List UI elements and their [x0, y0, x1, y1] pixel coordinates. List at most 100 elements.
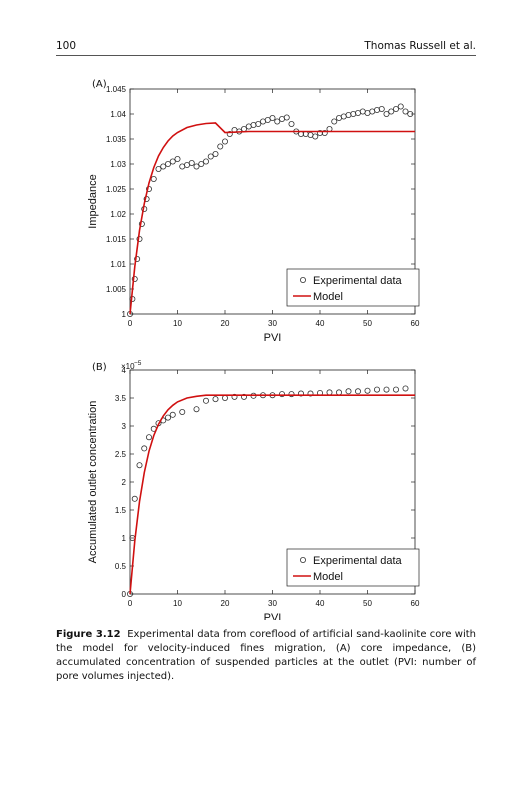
model-line: [129, 394, 415, 595]
y-axis-label: Impedance: [87, 174, 99, 228]
x-tick-label: 50: [363, 319, 372, 328]
data-point: [164, 160, 171, 167]
y-tick-label: 3.5: [115, 394, 127, 403]
data-point: [193, 406, 200, 413]
data-point: [136, 462, 143, 469]
y-tick-label: 1: [122, 310, 127, 319]
x-tick-label: 40: [316, 599, 325, 608]
y-tick-label: 1.025: [106, 185, 127, 194]
y-tick-label: 1.04: [110, 110, 126, 119]
y-tick-label: 4: [122, 366, 127, 375]
x-tick-label: 50: [363, 599, 372, 608]
data-point: [212, 150, 219, 157]
data-point: [250, 122, 257, 129]
data-point: [221, 394, 228, 401]
y-tick-label: 1.005: [106, 285, 127, 294]
data-point: [169, 411, 176, 418]
data-point: [212, 396, 219, 403]
y-tick-label: 1.01: [110, 260, 126, 269]
data-point: [288, 121, 295, 128]
data-point: [150, 175, 157, 182]
running-head: 100 Thomas Russell et al.: [56, 40, 476, 56]
legend: Experimental data Model: [286, 548, 420, 587]
data-point: [240, 126, 247, 133]
data-point: [202, 397, 209, 404]
data-point: [407, 111, 414, 118]
data-point: [278, 391, 285, 398]
x-tick-label: 40: [316, 319, 325, 328]
figure: 0 10 20 30 40 50 6011.0051.011.0151.021.0251.0…: [87, 85, 420, 620]
data-point: [160, 163, 167, 170]
legend-marker-experimental: [299, 276, 306, 283]
x-tick-label: 10: [173, 319, 182, 328]
x-tick-label: 10: [173, 599, 182, 608]
y-axis-multiplier-exponent: −5: [134, 360, 142, 367]
legend-label-experimental: Experimental data: [313, 555, 403, 567]
panel-label-a: (A): [92, 79, 107, 90]
data-point: [193, 163, 200, 170]
data-point: [316, 129, 323, 136]
data-point: [307, 390, 314, 397]
legend-box: [286, 548, 420, 587]
data-point: [141, 445, 148, 452]
data-point: [373, 107, 380, 114]
experimental-series: [127, 103, 414, 317]
legend-label-model: Model: [313, 291, 343, 303]
data-point: [269, 115, 276, 122]
data-point: [373, 386, 380, 393]
data-point: [383, 386, 390, 393]
data-point: [174, 155, 181, 162]
data-point: [155, 165, 162, 172]
data-point: [321, 129, 328, 136]
data-point: [397, 103, 404, 110]
data-point: [274, 118, 281, 125]
data-point: [388, 108, 395, 115]
data-point: [231, 393, 238, 400]
x-tick-label: 30: [268, 599, 277, 608]
experimental-series: [127, 385, 409, 598]
y-tick-label: 2: [122, 478, 127, 487]
y-tick-label: 1.015: [106, 235, 127, 244]
data-point: [255, 121, 262, 128]
y-tick-label: 2.5: [115, 450, 127, 459]
y-tick-label: 1: [122, 534, 127, 543]
data-point: [331, 118, 338, 125]
figure-caption: Figure 3.12 Experimental data from coref…: [56, 628, 476, 684]
data-point: [217, 143, 224, 150]
y-axis-multiplier: ×10: [121, 362, 135, 371]
data-point: [288, 391, 295, 398]
data-point: [350, 111, 357, 118]
header-rule: [56, 55, 476, 56]
x-tick-label: 30: [268, 319, 277, 328]
x-tick-label: 20: [221, 319, 230, 328]
x-axis-label: PVI: [264, 332, 282, 344]
y-tick-label: 0.5: [115, 562, 127, 571]
y-tick-label: 1.045: [106, 85, 127, 94]
x-tick-label: 20: [221, 599, 230, 608]
data-point: [378, 106, 385, 113]
data-point: [131, 275, 138, 282]
data-point: [164, 414, 171, 421]
caption-text: Experimental data from coreflood of arti…: [56, 629, 477, 682]
data-point: [345, 388, 352, 395]
page-number: 100: [56, 40, 77, 52]
data-point: [188, 159, 195, 166]
x-tick-label: 0: [128, 319, 133, 328]
data-point: [131, 495, 138, 502]
data-point: [240, 393, 247, 400]
data-point: [335, 389, 342, 396]
data-point: [326, 389, 333, 396]
data-point: [202, 158, 209, 165]
data-point: [207, 153, 214, 160]
data-point: [179, 408, 186, 415]
y-tick-label: 0: [122, 590, 127, 599]
caption-label: Figure 3.12: [56, 629, 121, 640]
data-point: [345, 112, 352, 119]
data-point: [169, 158, 176, 165]
data-point: [312, 133, 319, 140]
data-point: [402, 108, 409, 115]
y-tick-label: 3: [122, 422, 127, 431]
data-point: [383, 111, 390, 118]
x-tick-label: 60: [411, 319, 420, 328]
legend-label-experimental: Experimental data: [313, 275, 403, 287]
